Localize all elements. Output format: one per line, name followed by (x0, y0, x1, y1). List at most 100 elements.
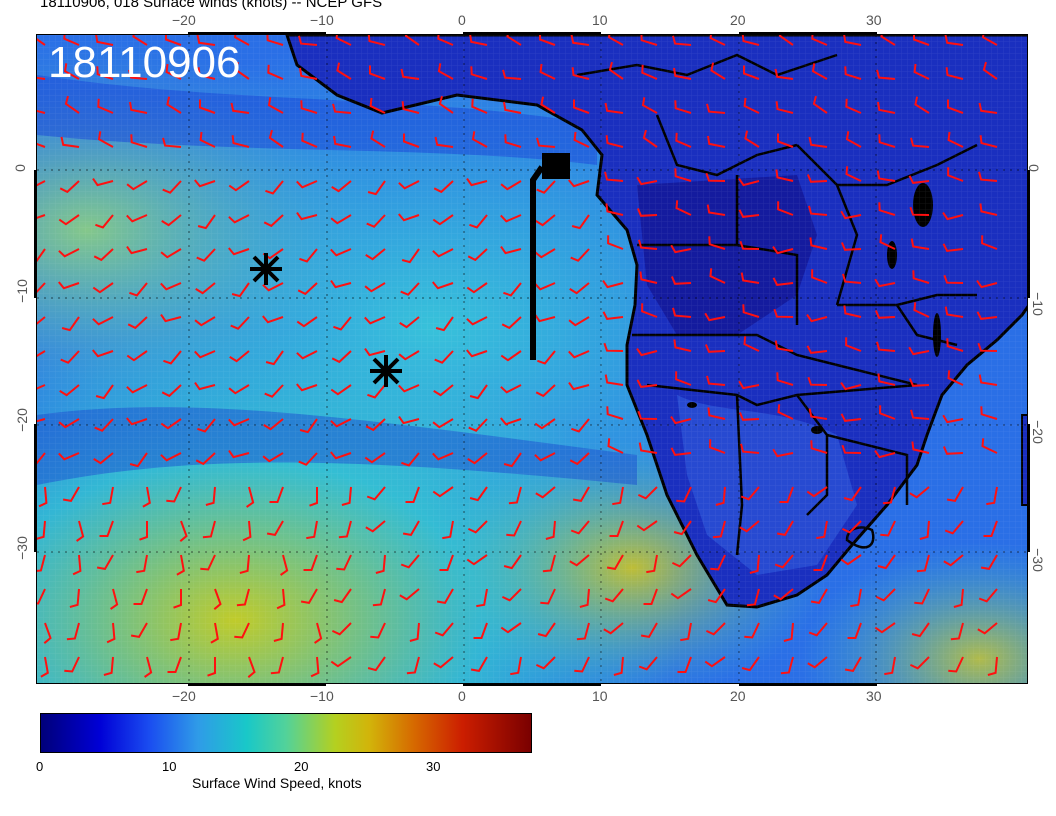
wind-barb (230, 316, 250, 330)
wind-barb (880, 520, 896, 537)
wind-barb (128, 69, 148, 80)
wind-barb (401, 248, 420, 264)
wind-barb (878, 202, 896, 216)
wind-barb (60, 350, 80, 364)
wind-barb (943, 274, 964, 284)
wind-barb (40, 656, 49, 678)
wind-barb (944, 520, 964, 535)
wind-barb (199, 131, 216, 148)
wind-barb (772, 448, 794, 458)
wind-barb (568, 316, 590, 327)
wind-barb (913, 63, 930, 80)
wind-barb (536, 137, 556, 148)
wind-barb (636, 520, 658, 532)
wind-barb (432, 281, 454, 290)
wind-barb (605, 203, 624, 216)
wind-barb (163, 350, 182, 365)
wind-barb (106, 622, 116, 644)
wind-barb (406, 656, 420, 675)
wind-barb (263, 418, 284, 431)
wind-barb (609, 520, 624, 537)
wind-barb (76, 520, 85, 542)
wind-barb (126, 417, 148, 426)
wind-barb (605, 135, 624, 148)
wind-barb (399, 316, 420, 329)
x-tick-top-4: 10 (592, 12, 608, 28)
wind-barb (96, 66, 114, 80)
wind-barb (265, 350, 284, 366)
wind-barb (640, 622, 658, 639)
wind-barb (179, 520, 188, 542)
wind-barb (270, 656, 284, 675)
wind-barb (234, 61, 250, 80)
map-panel[interactable] (36, 34, 1028, 684)
wind-barb (636, 379, 658, 388)
wind-barb (403, 133, 420, 148)
wind-barb (545, 520, 556, 540)
wind-barb (877, 101, 896, 114)
wind-barb (500, 384, 522, 394)
wind-barb (841, 520, 862, 534)
wind-barb (537, 350, 556, 365)
wind-barb (710, 62, 726, 80)
wind-barb (602, 280, 624, 289)
colorbar-label: Surface Wind Speed, knots (192, 775, 362, 791)
wind-barb (210, 622, 219, 644)
y-tick-left-4: −30 (13, 536, 30, 560)
wind-barb (916, 554, 930, 573)
wind-barb (59, 384, 80, 397)
wind-barb (197, 214, 216, 230)
wind-barb (950, 622, 964, 641)
wind-barb (914, 588, 930, 605)
wind-barb (638, 656, 658, 671)
wind-barb (743, 65, 760, 80)
wind-barb (673, 67, 692, 80)
wind-barb (200, 554, 216, 571)
wind-barb (160, 418, 182, 430)
wind-barb (740, 486, 760, 501)
wind-barb (641, 97, 658, 114)
wind-barb (64, 95, 80, 114)
wind-barb (331, 180, 352, 193)
wind-barb (568, 179, 590, 188)
wind-barb (535, 486, 556, 499)
wind-barb (364, 348, 386, 357)
wind-barb (37, 109, 46, 114)
wind-barb (500, 246, 522, 255)
wind-barb (604, 374, 624, 386)
colorbar-tick-10: 10 (162, 759, 177, 774)
wind-barb (607, 35, 624, 46)
wind-barb (816, 520, 828, 540)
wind-barb (637, 410, 658, 420)
wind-barb (806, 486, 828, 498)
wind-barb (469, 384, 488, 400)
wind-barb (706, 204, 726, 216)
wind-barb (569, 282, 590, 295)
wind-barb (160, 452, 182, 462)
wind-barb (779, 486, 794, 503)
wind-barb (573, 131, 590, 148)
wind-barb (947, 99, 964, 114)
wind-barb (537, 622, 556, 638)
wind-barb (986, 486, 998, 506)
wind-barb (432, 214, 454, 226)
wind-barb (59, 180, 80, 194)
wind-barb (739, 520, 760, 533)
wind-barb (604, 171, 624, 182)
wind-barb (501, 316, 522, 330)
wind-barb (331, 350, 352, 364)
wind-barb (400, 68, 420, 80)
wind-barb (811, 269, 828, 284)
wind-barb (268, 129, 284, 148)
wind-barb (981, 235, 998, 250)
wind-barb (607, 438, 624, 454)
frame-tick-right-1 (1026, 170, 1030, 298)
wind-barb (909, 656, 930, 670)
wind-barb (674, 100, 692, 114)
wind-barb (335, 35, 352, 46)
wind-barb (706, 103, 726, 114)
wind-barb (841, 444, 862, 454)
wind-barb (276, 588, 286, 610)
wind-barb (506, 35, 522, 46)
wind-barb (534, 248, 556, 259)
